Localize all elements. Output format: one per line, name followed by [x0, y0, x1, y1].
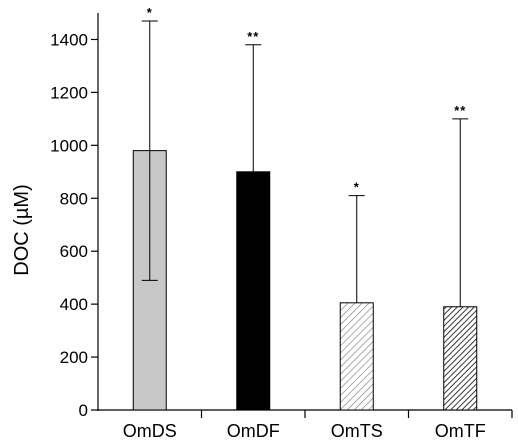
y-tick-label: 200: [60, 348, 88, 367]
bar-omts: [339, 302, 374, 411]
significance-marker: *: [147, 5, 153, 20]
significance-marker: **: [247, 29, 259, 44]
y-axis-label: DOC (µM): [11, 184, 33, 276]
error-bars: ******: [141, 5, 469, 307]
y-tick-label: 1400: [50, 30, 88, 49]
x-axis: OmDS OmDF OmTS OmTF: [98, 409, 513, 441]
significance-marker: *: [354, 180, 360, 195]
y-tick-label: 600: [60, 242, 88, 261]
y-tick-label: 800: [60, 189, 88, 208]
y-axis: 0 200 400 600 800 1000 1200 1400: [50, 13, 99, 420]
y-tick-label: 0: [79, 401, 88, 420]
bar-omtf: [443, 306, 478, 411]
y-tick-label: 1000: [50, 136, 88, 155]
x-tick-label: OmTF: [435, 421, 486, 441]
significance-marker: **: [454, 103, 466, 118]
y-tick-label: 400: [60, 295, 88, 314]
x-tick-label: OmTS: [331, 421, 383, 441]
y-tick-label: 1200: [50, 83, 88, 102]
x-tick-label: OmDF: [227, 421, 280, 441]
x-tick-label: OmDS: [123, 421, 177, 441]
bars: [132, 150, 478, 411]
